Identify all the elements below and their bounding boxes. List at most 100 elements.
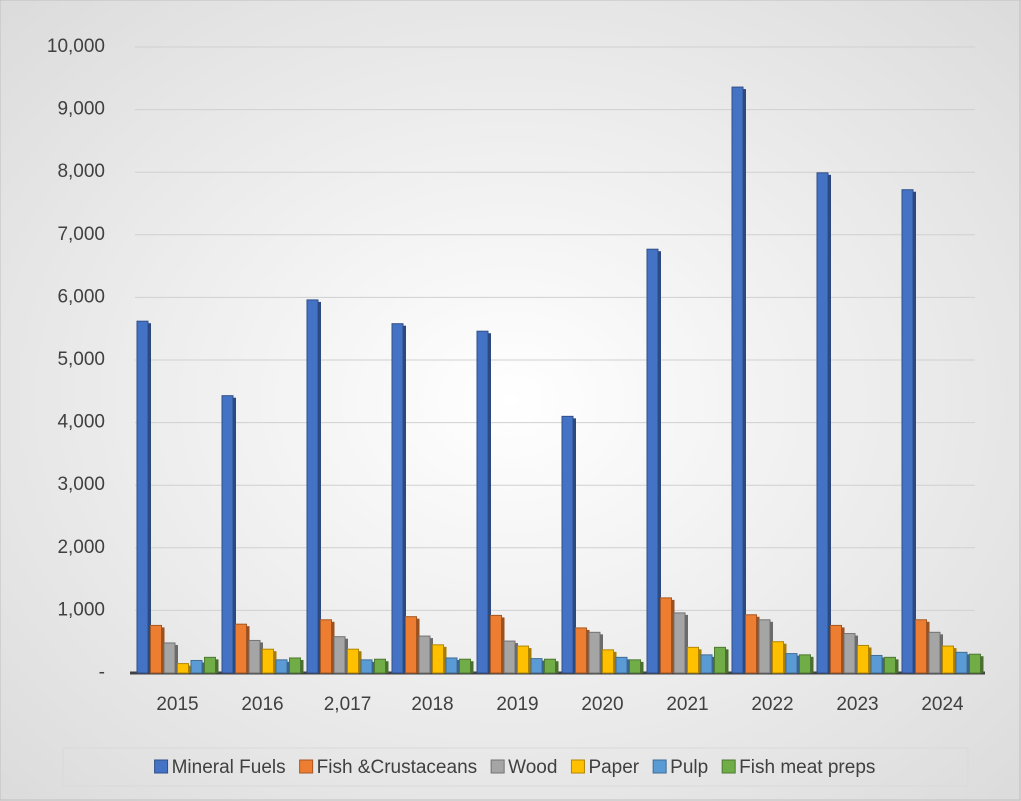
- bar: [687, 646, 699, 674]
- bar: [772, 641, 784, 674]
- bar: [391, 323, 404, 674]
- bar-side: [488, 333, 491, 673]
- bar: [320, 619, 332, 674]
- legend-swatch: [570, 759, 585, 774]
- bar-side: [658, 251, 661, 673]
- bar-side: [457, 659, 460, 673]
- bar: [629, 659, 641, 674]
- bar: [758, 619, 771, 674]
- bar: [374, 658, 386, 674]
- bar-side: [300, 659, 304, 673]
- bar-side: [260, 642, 263, 673]
- bar: [150, 624, 162, 674]
- bar: [588, 631, 601, 674]
- bar-side: [926, 621, 930, 673]
- x-tick-label: 2019: [496, 694, 538, 715]
- bar-side: [443, 646, 447, 673]
- y-tick-label: 4,000: [57, 412, 105, 433]
- bar-side: [188, 665, 192, 673]
- bar-side: [698, 649, 702, 673]
- bar-side: [600, 634, 603, 673]
- legend-swatch: [490, 759, 505, 774]
- bar: [235, 623, 247, 674]
- bar: [928, 631, 941, 674]
- legend-label: Pulp: [670, 757, 708, 778]
- x-tick-label: 2024: [921, 694, 964, 715]
- bar: [459, 658, 471, 674]
- bar: [870, 654, 883, 674]
- bar-side: [416, 618, 420, 673]
- bar: [955, 651, 968, 674]
- bar-side: [743, 89, 746, 673]
- x-tick-label: 2020: [581, 694, 623, 715]
- x-tick-label: 2023: [836, 694, 878, 715]
- x-tick-label: 2015: [156, 694, 198, 715]
- bar-side: [627, 659, 630, 673]
- bar-side: [318, 301, 321, 673]
- legend-box: [62, 747, 969, 787]
- bar: [544, 658, 556, 674]
- bar-side: [528, 648, 532, 673]
- legend-label: Paper: [588, 757, 639, 778]
- bar-side: [372, 661, 375, 673]
- bar-side: [841, 627, 845, 673]
- bar: [221, 395, 234, 674]
- bar-side: [470, 661, 474, 673]
- bar: [445, 657, 458, 674]
- y-tick-label: 2,000: [57, 537, 105, 558]
- y-tick-label: 6,000: [57, 286, 105, 307]
- bar: [306, 299, 319, 674]
- bar-side: [953, 648, 957, 673]
- bar-side: [613, 651, 617, 673]
- bar: [405, 616, 417, 674]
- bar: [360, 659, 373, 674]
- bar: [432, 644, 444, 674]
- bar: [660, 597, 672, 674]
- legend-swatch: [721, 759, 736, 774]
- bar-side: [756, 616, 760, 673]
- bar-side: [868, 647, 872, 673]
- bar-side: [233, 397, 236, 673]
- bar-side: [358, 651, 362, 673]
- y-tick-label: 8,000: [57, 161, 105, 182]
- bar-side: [515, 643, 518, 673]
- bar: [347, 648, 359, 674]
- bar: [163, 642, 176, 674]
- bar-side: [980, 656, 984, 673]
- y-tick-label: 10,000: [47, 36, 105, 57]
- y-tick-label: 9,000: [57, 99, 105, 120]
- legend-swatch: [299, 759, 314, 774]
- bar-side: [345, 638, 348, 673]
- y-tick-label: 1,000: [57, 599, 105, 620]
- bar: [575, 627, 587, 674]
- bar: [969, 653, 981, 674]
- bar-side: [685, 614, 688, 673]
- bar-side: [671, 599, 675, 673]
- bar-side: [913, 191, 916, 673]
- bar: [136, 320, 149, 674]
- bar-side: [331, 621, 335, 673]
- bar-side: [895, 659, 899, 673]
- bar-side: [940, 634, 943, 673]
- bar: [561, 415, 574, 674]
- bar: [204, 656, 216, 674]
- bar: [602, 649, 614, 674]
- bar: [830, 624, 842, 674]
- bar-side: [640, 661, 644, 673]
- bar: [915, 619, 927, 674]
- bar: [901, 189, 914, 674]
- bar: [942, 645, 954, 674]
- legend-label: Fish meat preps: [739, 757, 875, 778]
- bar-side: [783, 643, 787, 673]
- bar-side: [555, 661, 559, 673]
- legend-label: Mineral Fuels: [172, 757, 286, 778]
- bar-side: [770, 621, 773, 673]
- x-tick-label: 2018: [411, 694, 453, 715]
- bar: [799, 654, 811, 674]
- bar-side: [175, 644, 178, 673]
- bar: [731, 86, 744, 674]
- y-tick-label: -: [99, 662, 105, 683]
- bar-side: [586, 629, 590, 673]
- bar-side: [403, 325, 406, 673]
